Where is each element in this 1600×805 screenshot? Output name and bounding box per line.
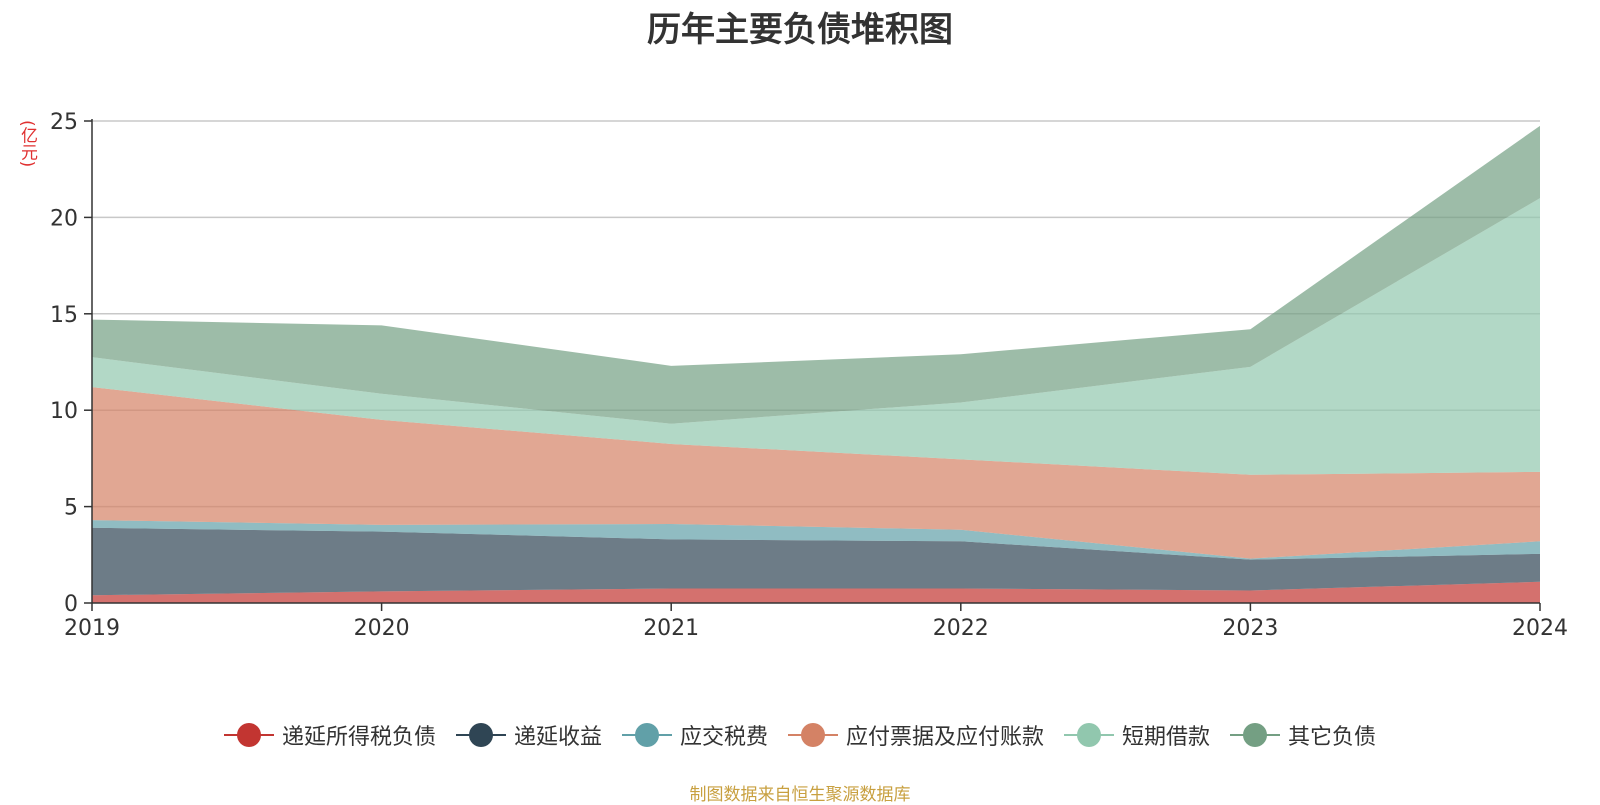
legend-item-3[interactable]: 应付票据及应付账款 bbox=[788, 719, 1044, 751]
y-tick-label: 25 bbox=[50, 110, 78, 135]
legend-label: 应付票据及应付账款 bbox=[846, 725, 1045, 750]
legend-item-1[interactable]: 递延收益 bbox=[455, 719, 602, 751]
axes: 0 5 10 15 20 25 2019 2020 2021 2022 2023 2024 bbox=[50, 110, 1568, 641]
y-axis-unit-label: (亿元) bbox=[17, 120, 37, 168]
y-tick-label: 5 bbox=[64, 496, 78, 521]
x-tick-label: 2020 bbox=[354, 616, 410, 641]
legend-marker-icon bbox=[455, 722, 506, 748]
y-tick-label: 0 bbox=[64, 592, 78, 617]
chart-title: 历年主要负债堆积图 bbox=[647, 10, 953, 50]
x-tick-label: 2024 bbox=[1512, 616, 1568, 641]
legend-marker-icon bbox=[223, 722, 274, 748]
x-tick-label: 2023 bbox=[1222, 616, 1278, 641]
x-tick-label: 2019 bbox=[64, 616, 120, 641]
area-series-4 bbox=[92, 198, 1540, 475]
legend-item-0[interactable]: 递延所得税负债 bbox=[223, 719, 436, 751]
y-tick-label: 15 bbox=[50, 303, 78, 328]
legend-label: 其它负债 bbox=[1288, 725, 1377, 750]
source-note: 制图数据来自恒生聚源数据库 bbox=[689, 785, 911, 805]
legend: 递延所得税负债 递延收益 应交税费 应付票据及应付账款 短期借款 其它负债 bbox=[0, 718, 1600, 752]
legend-item-5[interactable]: 其它负债 bbox=[1230, 719, 1376, 751]
x-tick-label: 2021 bbox=[643, 616, 699, 641]
y-tick-label: 10 bbox=[50, 399, 78, 424]
area-series bbox=[92, 125, 1540, 603]
legend-item-4[interactable]: 短期借款 bbox=[1064, 719, 1210, 751]
area-series-1 bbox=[92, 527, 1540, 596]
legend-marker-icon bbox=[1230, 722, 1281, 748]
legend-item-2[interactable]: 应交税费 bbox=[621, 719, 768, 751]
x-tick-label: 2022 bbox=[933, 616, 989, 641]
legend-label: 应交税费 bbox=[679, 725, 768, 750]
area-series-5 bbox=[92, 125, 1540, 424]
legend-label: 递延所得税负债 bbox=[281, 725, 436, 750]
area-series-0 bbox=[92, 581, 1540, 603]
legend-label: 短期借款 bbox=[1122, 725, 1211, 750]
legend-marker-icon bbox=[621, 722, 672, 748]
y-tick-label: 20 bbox=[50, 206, 78, 231]
legend-marker-icon bbox=[1064, 722, 1115, 748]
legend-label: 递延收益 bbox=[513, 725, 602, 750]
area-series-3 bbox=[92, 387, 1540, 559]
legend-marker-icon bbox=[788, 722, 838, 748]
area-series-2 bbox=[92, 520, 1540, 560]
